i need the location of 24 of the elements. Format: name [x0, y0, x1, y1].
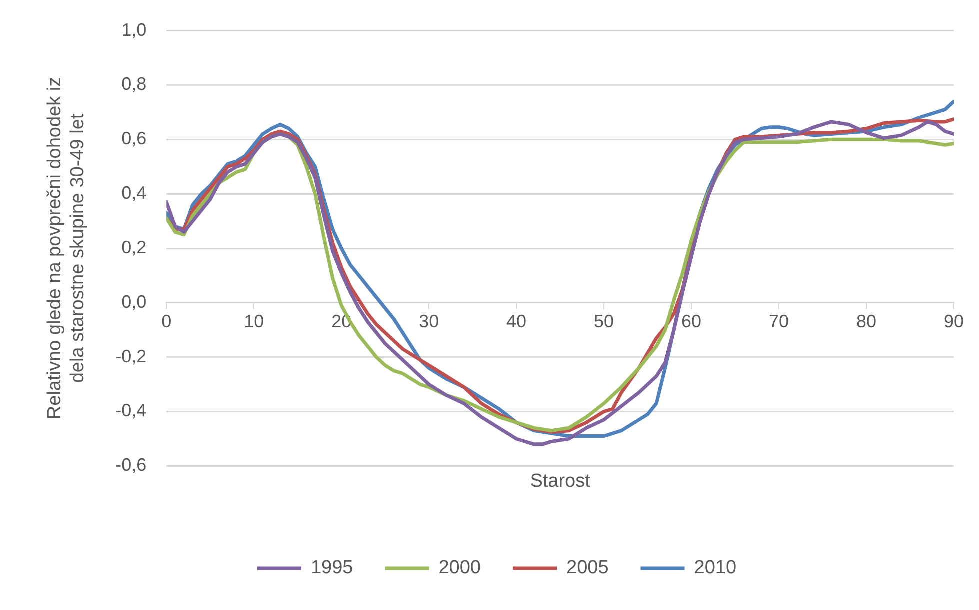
y-tick-label: 0,4 [122, 183, 147, 204]
y-tick-label: 1,0 [122, 20, 147, 40]
x-tick-label: 60 [682, 312, 702, 332]
y-tick-label: 0,0 [122, 292, 147, 312]
x-tick-label: 50 [594, 312, 614, 332]
x-axis-title: Starost [530, 470, 592, 492]
y-tick-label: -0,2 [116, 346, 147, 366]
y-tick-label: 0,6 [122, 128, 147, 149]
x-tick-label: 80 [856, 312, 877, 332]
y-tick-label: -0,4 [116, 400, 147, 421]
x-tick-label: 0 [162, 312, 172, 332]
legend-label: 2000 [438, 558, 482, 579]
y-axis-title: Relativno glede na povprečni dohodek iz dela starostne skupine 30-49 let [44, 77, 88, 420]
x-tick-label: 30 [419, 312, 440, 332]
y-tick-label: 0,8 [122, 74, 147, 94]
legend-label: 2005 [566, 558, 609, 579]
x-tick-label: 70 [769, 312, 790, 332]
y-tick-label: 0,2 [122, 237, 147, 258]
x-tick-label: 10 [244, 312, 264, 332]
legend-label: 1995 [310, 558, 354, 579]
legend-label: 2010 [694, 558, 737, 579]
y-tick-label: -0,6 [116, 455, 147, 476]
x-tick-label: 40 [506, 312, 527, 332]
x-tick-label: 90 [944, 312, 964, 332]
